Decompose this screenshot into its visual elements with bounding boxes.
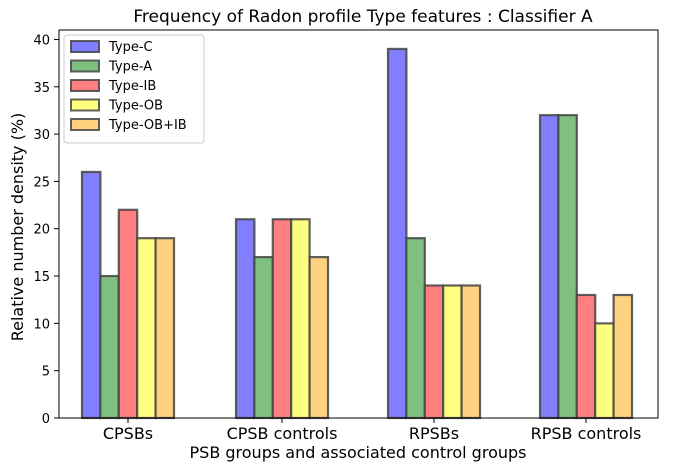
x-tick-label: CPSBs	[103, 424, 153, 443]
bar-type-ib-0	[117, 208, 139, 420]
x-axis-ticks: CPSBs CPSB controls RPSBs RPSB controls	[103, 418, 642, 443]
bar-type-ib-1	[271, 218, 293, 420]
legend-label: Type-OB+IB	[108, 118, 187, 133]
bar-type-ob-0	[136, 237, 157, 420]
y-axis-ticks: 0 5 10 15 20 25 30 35 40	[33, 33, 59, 427]
bar-type-ib-2	[423, 284, 445, 420]
plot-area-frame	[58, 29, 659, 419]
y-tick-label: 10	[33, 317, 50, 332]
legend-label: Type-C	[108, 40, 153, 55]
bar-type-ob-ib-3	[612, 293, 634, 420]
y-tick-label: 25	[33, 175, 50, 190]
bar-type-c-0	[80, 170, 102, 420]
x-tick-label: RPSBs	[409, 424, 459, 443]
legend-label: Type-OB	[108, 99, 163, 114]
bar-type-ib-3	[575, 293, 597, 420]
x-axis-label: PSB groups and associated control groups	[190, 443, 527, 462]
y-tick-label: 40	[33, 33, 50, 48]
bar-type-c-2	[386, 47, 408, 420]
legend: Type-C Type-A Type-IB Type-OB Type-OB+IB	[63, 34, 205, 144]
bar-type-ob-1	[290, 218, 311, 420]
bar-type-c-3	[538, 114, 560, 420]
y-tick-label: 35	[33, 81, 50, 96]
x-tick-label: RPSB controls	[531, 424, 642, 443]
bar-type-ob-ib-2	[460, 284, 482, 420]
y-axis-label: Relative number density (%)	[8, 113, 27, 342]
bar-type-a-2	[405, 237, 426, 420]
y-tick-label: 5	[42, 365, 50, 380]
x-tick-label: CPSB controls	[227, 424, 338, 443]
legend-label: Type-A	[108, 60, 152, 75]
bar-type-ob-3	[594, 322, 615, 420]
legend-swatch	[70, 98, 100, 112]
legend-swatch	[70, 79, 100, 92]
bar-type-a-1	[253, 256, 274, 420]
bar-type-a-3	[557, 114, 578, 420]
bar-type-ob-2	[442, 284, 463, 420]
y-tick-label: 30	[33, 128, 50, 143]
y-tick-label: 20	[33, 223, 50, 238]
chart-title: Frequency of Radon profile Type features…	[133, 7, 593, 27]
bar-type-ob-ib-0	[154, 237, 176, 420]
legend-swatch	[70, 59, 100, 73]
y-tick-label: 15	[33, 270, 50, 285]
bar-type-a-0	[99, 274, 120, 420]
y-tick-label: 0	[42, 412, 50, 427]
legend-swatch	[70, 118, 100, 131]
legend-label: Type-IB	[108, 79, 156, 94]
bar-type-c-1	[234, 218, 256, 420]
bar-type-ob-ib-1	[308, 256, 330, 420]
legend-swatch	[70, 40, 100, 53]
